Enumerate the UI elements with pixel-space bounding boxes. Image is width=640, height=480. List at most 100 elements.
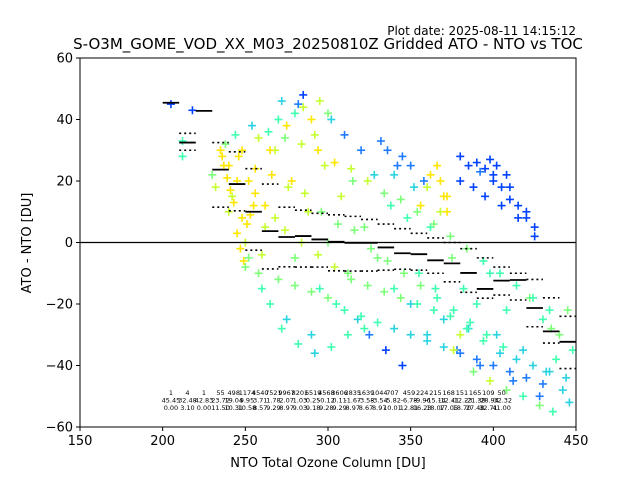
scatter-point <box>366 244 375 253</box>
scatter-point <box>529 361 538 370</box>
bin-stat-label: 23.72 <box>211 397 230 405</box>
scatter-point <box>446 312 455 321</box>
bin-stat-label: 9.28 <box>319 404 333 412</box>
scatter-point <box>216 146 225 155</box>
bin-stat-label: 41.00 <box>492 404 511 412</box>
scatter-point <box>476 361 485 370</box>
bin-stat-label: -32.32 <box>491 397 512 405</box>
plot-date: Plot date: 2025-08-11 14:15:12 <box>387 24 576 38</box>
scatter-point <box>446 232 455 241</box>
bin-stat-label: 10.01 <box>383 404 402 412</box>
scatter-point <box>512 355 521 364</box>
scatter-point <box>314 250 323 259</box>
bin-stat-label: 1174 <box>239 389 256 397</box>
x-axis-title: NTO Total Ozone Column [DU] <box>230 456 426 471</box>
scatter-point <box>178 152 187 161</box>
x-tick-label: 400 <box>481 434 506 449</box>
scatter-point <box>299 103 308 112</box>
bin-stat-label: -9.96 <box>414 397 431 405</box>
scatter-point <box>429 306 438 315</box>
bin-stat-label: 168 <box>442 389 454 397</box>
bin-stat-label: 9.29 <box>266 404 280 412</box>
scatter-point <box>406 330 415 339</box>
bin-stat-label: 1044 <box>371 389 388 397</box>
scatter-point <box>360 223 369 232</box>
scatter-point <box>257 284 266 293</box>
chart-title: S-O3M_GOME_VOD_XX_M03_20250810Z Gridded … <box>73 35 583 54</box>
scatter-points <box>166 90 577 416</box>
scatter-point <box>340 130 349 139</box>
scatter-point <box>476 167 485 176</box>
scatter-point <box>505 195 514 204</box>
scatter-point <box>229 198 238 207</box>
scatter-point <box>502 170 511 179</box>
bin-stat-label: 9967 <box>278 389 295 397</box>
bin-stat-label: 8.97 <box>279 404 293 412</box>
scatter-point <box>317 207 326 216</box>
x-tick-label: 200 <box>150 434 175 449</box>
scatter-point <box>330 263 339 272</box>
bin-stat-label: -12.41 <box>438 397 459 405</box>
scatter-point <box>522 213 531 222</box>
bin-stat-label: 7521 <box>265 389 282 397</box>
scatter-point <box>266 300 275 308</box>
scatter-point <box>413 300 422 308</box>
scatter-point <box>449 306 458 315</box>
bin-stat-label: 707 <box>386 389 398 397</box>
scatter-point <box>327 343 336 352</box>
scatter-point <box>251 164 260 173</box>
scatter-point <box>398 152 407 161</box>
scatter-point <box>383 256 392 265</box>
scatter-point <box>459 284 468 293</box>
y-axis-title: ATO - NTO [DU] <box>20 193 35 294</box>
scatter-point <box>290 281 299 290</box>
bin-stat-label: 19.04 <box>224 397 243 405</box>
scatter-point <box>481 192 490 201</box>
scatter-point <box>320 161 329 170</box>
x-tick-label: 450 <box>564 434 589 449</box>
scatter-point <box>403 213 412 222</box>
bin-stat-label: -12.23 <box>451 397 472 405</box>
scatter-point <box>535 392 544 401</box>
scatter-point <box>347 164 356 173</box>
scatter-point <box>472 158 481 167</box>
scatter-point <box>538 379 547 388</box>
scatter-point <box>406 161 415 170</box>
scatter-point <box>307 330 316 339</box>
bin-stat-label: 1.03 <box>293 397 307 405</box>
scatter-point <box>413 207 422 216</box>
scatter-point <box>343 330 352 339</box>
scatter-point <box>479 336 488 345</box>
scatter-point <box>304 207 313 216</box>
scatter-point <box>330 158 339 167</box>
scatter-point <box>370 170 379 179</box>
bin-stat-label: 8.67 <box>359 404 373 412</box>
scatter-point <box>239 256 248 265</box>
scatter-point <box>337 192 346 201</box>
scatter-point <box>396 195 405 204</box>
scatter-point <box>456 349 465 358</box>
scatter-point <box>563 306 572 315</box>
y-tick-label: 0 <box>65 236 73 251</box>
scatter-point <box>231 130 240 139</box>
scatter-point <box>414 269 423 278</box>
scatter-point <box>178 137 187 146</box>
scatter-point <box>497 201 506 210</box>
scatter-point <box>327 115 336 124</box>
scatter-point <box>439 343 448 352</box>
scatter-point <box>466 318 475 327</box>
scatter-point <box>486 155 495 164</box>
scatter-point <box>505 367 514 376</box>
scatter-point <box>249 201 258 210</box>
bin-statistics: 145.450.00432.483.10142.830.005523.7211.… <box>162 389 512 412</box>
scatter-point <box>223 173 232 182</box>
scatter-point <box>443 207 452 216</box>
bin-stat-label: 0.25 <box>306 397 320 405</box>
scatter-point <box>400 269 409 278</box>
scatter-point <box>469 183 478 192</box>
scatter-point <box>495 349 504 358</box>
y-tick-label: −20 <box>46 298 73 313</box>
x-tick-label: 250 <box>233 434 258 449</box>
scatter-point <box>429 220 438 229</box>
bin-stat-label: 2.07 <box>279 397 293 405</box>
